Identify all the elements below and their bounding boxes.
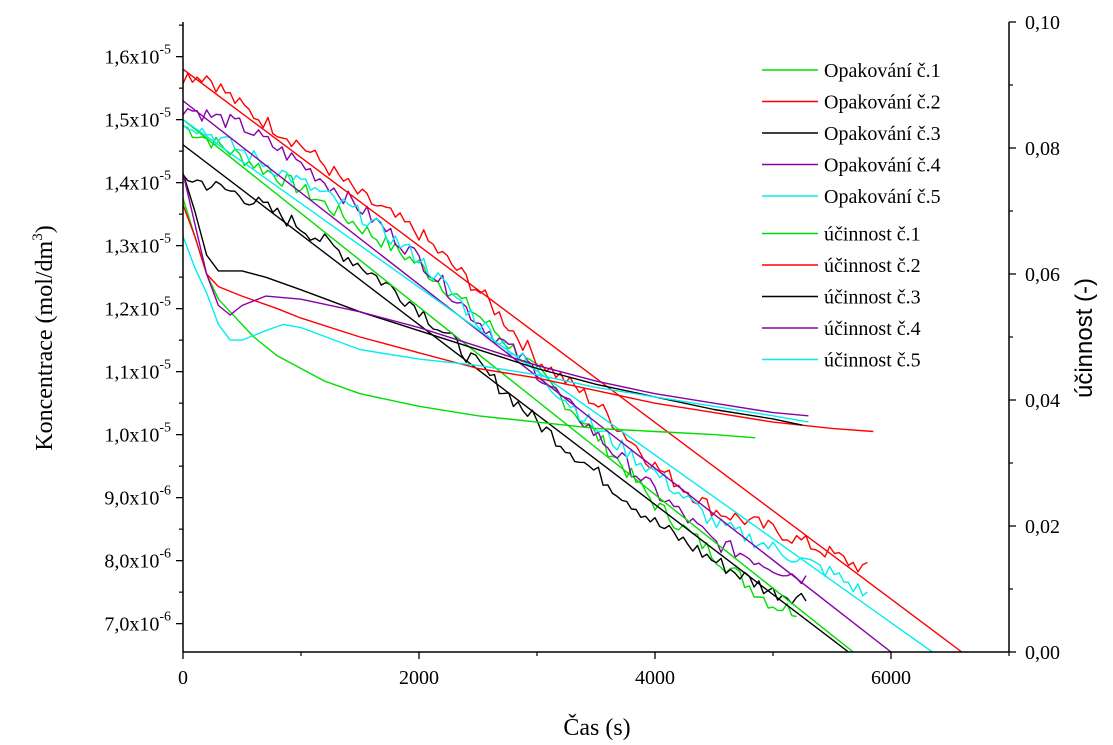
y-tick-exponent: -6 (159, 547, 171, 562)
legend-label-1: Opakování č.1 (824, 60, 941, 82)
y-tick-mantissa: 9,0x10 (104, 488, 159, 510)
data-layer (183, 68, 963, 652)
legend-label-5: Opakování č.5 (824, 186, 941, 208)
y-axis-title-right: účinnost (-) (1071, 278, 1098, 398)
y-right-tick-label: 0,10 (1025, 12, 1060, 34)
y-tick-label: 8,0x10-6 (104, 547, 171, 573)
series-line-2 (183, 72, 868, 573)
series-line-6 (183, 119, 854, 652)
y-tick-exponent: -5 (159, 169, 171, 184)
y-tick-label: 1,0x10-5 (104, 421, 171, 447)
series-line-3 (183, 174, 807, 605)
y-axis-title-left: Koncentrace (mol/dm3) (30, 225, 58, 450)
legend-label-3: Opakování č.3 (824, 123, 941, 145)
y-tick-exponent: -5 (159, 106, 171, 121)
y-tick-mantissa: 1,3x10 (104, 236, 159, 258)
y-tick-label: 1,1x10-5 (104, 358, 171, 384)
series-line-14 (183, 173, 809, 417)
y-tick-exponent: -6 (159, 610, 171, 625)
y-tick-label: 1,4x10-5 (104, 169, 171, 195)
y-tick-mantissa: 8,0x10 (104, 551, 159, 573)
y-tick-exponent: -5 (159, 358, 171, 373)
y-tick-mantissa: 1,6x10 (104, 47, 159, 69)
series-line-7 (183, 68, 963, 652)
y-tick-mantissa: 1,2x10 (104, 299, 159, 321)
y-right-tick-label: 0,04 (1025, 390, 1060, 412)
legend-label-4: Opakování č.4 (824, 155, 941, 177)
y-right-tick-label: 0,00 (1025, 642, 1060, 664)
y-axis-title-superscript: 3 (30, 233, 46, 241)
x-tick-label: 4000 (635, 667, 675, 689)
y-tick-label: 7,0x10-6 (104, 610, 171, 636)
y-tick-exponent: -5 (159, 295, 171, 310)
y-tick-label: 1,6x10-5 (104, 43, 171, 69)
y-right-tick-label: 0,08 (1025, 138, 1060, 160)
y-tick-exponent: -6 (159, 484, 171, 499)
y-tick-mantissa: 7,0x10 (104, 614, 159, 636)
y-right-tick-label: 0,02 (1025, 516, 1060, 538)
y-tick-mantissa: 1,4x10 (104, 173, 159, 195)
legend-label-10: účinnost č.5 (824, 350, 921, 372)
y-axis-title-close: ) (32, 225, 58, 233)
series-line-10 (183, 119, 933, 652)
y-tick-mantissa: 1,5x10 (104, 110, 159, 132)
series-line-8 (183, 144, 849, 652)
series-line-13 (183, 172, 803, 426)
y-tick-label: 1,2x10-5 (104, 295, 171, 321)
y-axis-title-text: Koncentrace (mol/dm (32, 240, 58, 450)
legend-label-8: účinnost č.3 (824, 287, 921, 309)
legend-label-2: Opakování č.2 (824, 92, 941, 114)
axes-layer: 0 2000 4000 60007,0x10-68,0x10-69,0x10-61,0… (104, 12, 1060, 689)
series-line-15 (183, 235, 809, 423)
y-tick-mantissa: 1,1x10 (104, 362, 159, 384)
x-tick-label: 2000 (399, 667, 439, 689)
series-line-9 (183, 100, 892, 652)
series-line-11 (183, 198, 756, 439)
series-line-12 (183, 204, 874, 433)
y-tick-label: 9,0x10-6 (104, 484, 171, 510)
legend-label-6: účinnost č.1 (824, 224, 921, 246)
x-axis-title: Čas (s) (563, 714, 630, 741)
legend-label-9: účinnost č.4 (824, 318, 921, 340)
legend: Opakování č.1 Opakování č.2 Opakování č.3 O… (762, 60, 941, 372)
y-right-tick-label: 0,06 (1025, 264, 1060, 286)
x-tick-label: 6000 (871, 667, 911, 689)
y-tick-exponent: -5 (159, 232, 171, 247)
y-tick-label: 1,3x10-5 (104, 232, 171, 258)
y-tick-exponent: -5 (159, 421, 171, 436)
y-tick-label: 1,5x10-5 (104, 106, 171, 132)
legend-label-7: účinnost č.2 (824, 255, 921, 277)
y-tick-mantissa: 1,0x10 (104, 425, 159, 447)
x-tick-label: 0 (178, 667, 188, 689)
y-tick-exponent: -5 (159, 43, 171, 58)
